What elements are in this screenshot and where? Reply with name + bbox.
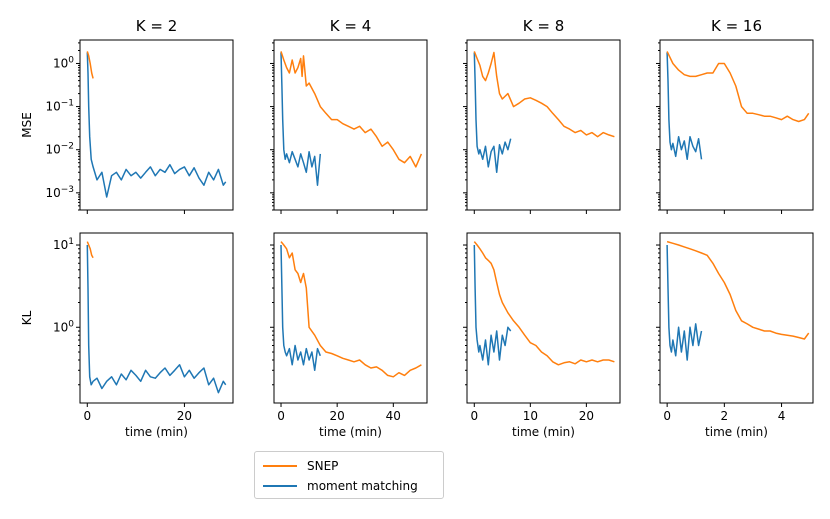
panel-8-x-tick-label: 0 (663, 409, 671, 423)
panel-8-frame (659, 232, 814, 404)
panel-6-series-moment-matching-line (280, 244, 321, 372)
panel-1-frame (79, 39, 234, 211)
panel-8-x-axis-label: time (min) (705, 425, 768, 439)
panel-8-series-moment-matching-line (666, 244, 703, 361)
panel-2-series-moment-matching-line (280, 52, 322, 186)
panel-8-x-tick-label: 4 (778, 409, 786, 423)
legend-swatch-moment-matching (263, 485, 297, 487)
panel-2-frame (273, 39, 428, 211)
panel-1-y-axis-label: MSE (20, 112, 34, 138)
legend-label-moment-matching: moment matching (307, 479, 418, 493)
panel-1-y-tick-label: 10−1 (45, 99, 74, 114)
legend: SNEP moment matching (254, 451, 444, 499)
panel-3-series-snep-line (473, 51, 615, 138)
panel-1-y-tick-label: 100 (53, 55, 74, 70)
panel-1-series-moment-matching-line (86, 52, 227, 198)
panel-5-x-tick-label: 20 (177, 409, 192, 423)
legend-label-snep: SNEP (307, 459, 339, 473)
panel-4-frame (659, 39, 814, 211)
panel-5-series-moment-matching-line (86, 244, 227, 394)
panel-7-x-axis-label: time (min) (512, 425, 575, 439)
panel-5-y-axis-label: KL (20, 310, 34, 325)
panel-3-title: K = 8 (523, 17, 564, 35)
panel-5-x-tick-label: 0 (83, 409, 91, 423)
panel-4-series-moment-matching-line (666, 52, 703, 161)
panel-6-x-tick-label: 0 (277, 409, 285, 423)
panel-1-series-snep-line (86, 51, 94, 79)
panel-2-title: K = 4 (330, 17, 371, 35)
panel-2-series-snep-line (280, 51, 423, 168)
panel-4-title: K = 16 (711, 17, 762, 35)
panel-4-series-snep-line (666, 51, 810, 123)
panel-6-frame (273, 232, 428, 404)
panel-1-y-tick-label: 10−2 (45, 142, 74, 157)
panel-1-y-tick-label: 10−3 (45, 185, 74, 200)
panel-7-series-snep-line (473, 241, 615, 366)
panel-5-series-snep-line (86, 241, 94, 259)
panel-6-series-snep-line (280, 241, 422, 378)
panel-7-series-moment-matching-line (473, 244, 512, 366)
panel-6-x-tick-label: 40 (386, 409, 401, 423)
panel-7-frame (466, 232, 621, 404)
panel-1-title: K = 2 (136, 17, 177, 35)
panel-3-frame (466, 39, 621, 211)
panel-3-series-moment-matching-line (473, 52, 512, 174)
panel-5-y-tick-label: 100 (53, 319, 74, 334)
panel-5-frame (79, 232, 234, 404)
panel-8-series-snep-line (666, 240, 810, 340)
panel-7-x-tick-label: 20 (579, 409, 594, 423)
legend-swatch-snep (263, 465, 297, 467)
panel-7-x-tick-label: 0 (470, 409, 478, 423)
panel-8-x-tick-label: 2 (721, 409, 729, 423)
panel-6-x-axis-label: time (min) (319, 425, 382, 439)
panel-6-x-tick-label: 20 (330, 409, 345, 423)
legend-item-snep: SNEP (263, 456, 338, 476)
panel-5-y-tick-label: 101 (53, 237, 74, 252)
panel-7-x-tick-label: 10 (523, 409, 538, 423)
legend-item-moment-matching: moment matching (263, 476, 418, 496)
panel-5-x-axis-label: time (min) (125, 425, 188, 439)
